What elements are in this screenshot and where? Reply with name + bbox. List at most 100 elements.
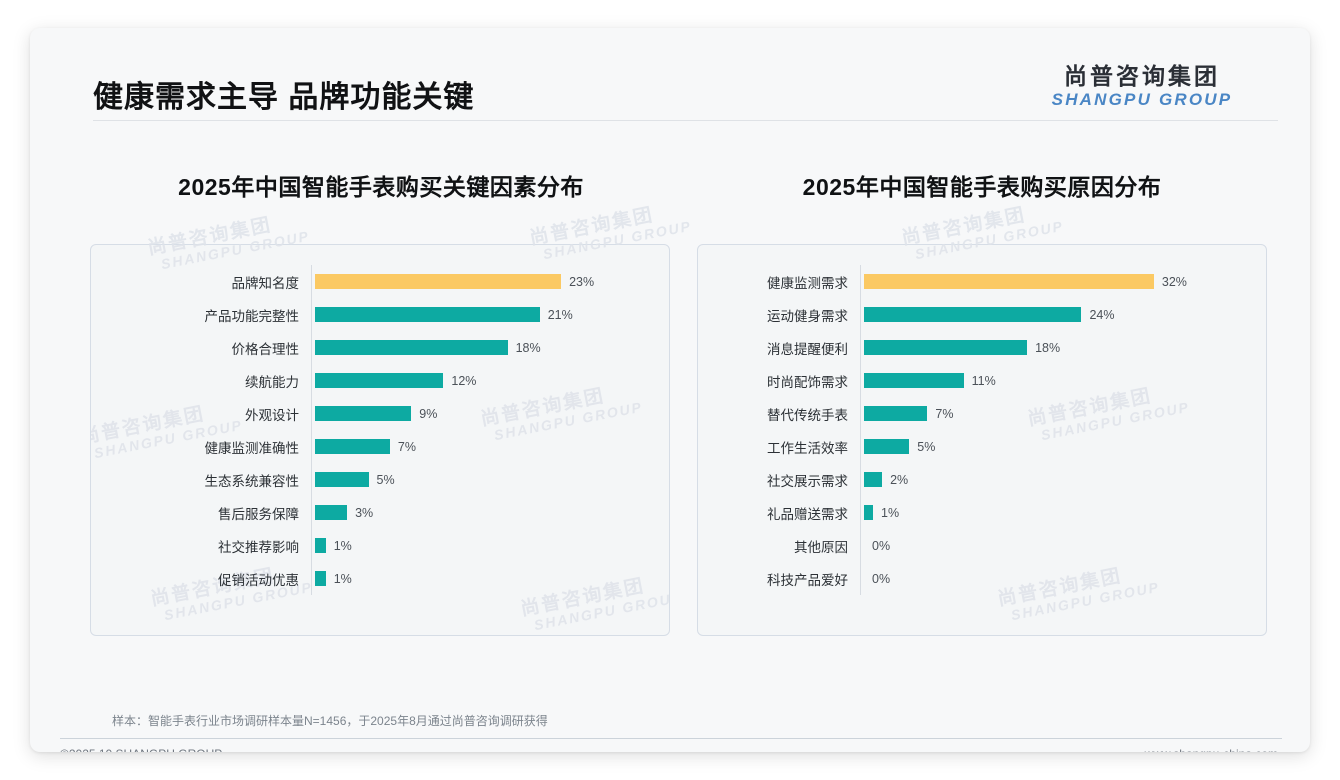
bar-row: 科技产品爱好 0% xyxy=(698,562,1266,595)
brand-name-cn: 尚普咨询集团 xyxy=(1064,63,1220,89)
bar-row: 运动健身需求 24% xyxy=(698,298,1266,331)
bar-value-label: 5% xyxy=(917,439,936,454)
bar-value-label: 0% xyxy=(872,538,891,553)
bar-track: 1% xyxy=(311,562,669,595)
bar-track: 18% xyxy=(860,331,1266,364)
bar-track: 3% xyxy=(311,496,669,529)
bar-row: 售后服务保障 3% xyxy=(91,496,669,529)
bar[interactable] xyxy=(864,340,1028,355)
bar-row: 续航能力 12% xyxy=(91,364,669,397)
bar-row: 社交展示需求 2% xyxy=(698,463,1266,496)
website-link[interactable]: www.shangpu-china.com xyxy=(1145,747,1278,752)
bar-row: 消息提醒便利 18% xyxy=(698,331,1266,364)
bar-track: 1% xyxy=(860,496,1266,529)
bar[interactable] xyxy=(315,439,390,454)
bar-track: 21% xyxy=(311,298,669,331)
bar-track: 7% xyxy=(860,397,1266,430)
bar-track: 5% xyxy=(311,463,669,496)
bar-value-label: 24% xyxy=(1089,307,1115,322)
bar-category-label: 科技产品爱好 xyxy=(767,572,848,588)
bar-row: 外观设计 9% xyxy=(91,397,669,430)
bar-row: 健康监测准确性 7% xyxy=(91,430,669,463)
slide-header: 健康需求主导 品牌功能关键 尚普咨询集团 SHANGPU GROUP xyxy=(30,28,1310,120)
bar-track: 1% xyxy=(311,529,669,562)
bar-track: 18% xyxy=(311,331,669,364)
bar-category-label: 消息提醒便利 xyxy=(767,341,848,357)
bar-category-label: 促销活动优惠 xyxy=(218,572,299,588)
bar[interactable] xyxy=(315,307,540,322)
copyright-text: ©2025.10 SHANGPU GROUP xyxy=(60,747,222,752)
bar-row: 健康监测需求 32% xyxy=(698,265,1266,298)
bar-value-label: 0% xyxy=(872,571,891,586)
bar[interactable] xyxy=(315,472,369,487)
bar-category-label: 社交推荐影响 xyxy=(218,539,299,555)
chart-panel: 尚普咨询集团 SHANGPU GROUP 尚普咨询集团 SHANGPU GROU… xyxy=(90,244,670,636)
bar-row: 替代传统手表 7% xyxy=(698,397,1266,430)
bar-category-label: 其他原因 xyxy=(794,539,848,555)
bar-value-label: 11% xyxy=(971,373,996,388)
bar[interactable] xyxy=(864,373,964,388)
brand-name-en: SHANGPU GROUP xyxy=(1051,89,1233,109)
footer-divider xyxy=(60,738,1282,739)
chart-key-factors: 2025年中国智能手表购买关键因素分布 尚普咨询集团 SHANGPU GROUP… xyxy=(90,168,670,636)
bar[interactable] xyxy=(315,340,508,355)
bar[interactable] xyxy=(315,505,348,520)
bar-category-label: 健康监测准确性 xyxy=(204,440,300,456)
bar-track: 7% xyxy=(311,430,669,463)
bar-row: 品牌知名度 23% xyxy=(91,265,669,298)
bar-value-label: 2% xyxy=(890,472,909,487)
bar-track: 0% xyxy=(860,562,1266,595)
bar-value-label: 1% xyxy=(881,505,900,520)
bar-rows: 品牌知名度 23% 产品功能完整性 21% 价格合理性 18% 续航能力 12% 外观设计 9% 健… xyxy=(91,245,669,595)
header-divider xyxy=(93,120,1278,121)
bar[interactable] xyxy=(315,571,326,586)
bar[interactable] xyxy=(315,406,412,421)
chart-title: 2025年中国智能手表购买关键因素分布 xyxy=(178,174,584,200)
bar-track: 0% xyxy=(860,529,1266,562)
bar-category-label: 售后服务保障 xyxy=(218,506,299,522)
bar-row: 社交推荐影响 1% xyxy=(91,529,669,562)
bar-track: 24% xyxy=(860,298,1266,331)
bar-category-label: 续航能力 xyxy=(245,374,299,390)
brand-logo: 尚普咨询集团 SHANGPU GROUP xyxy=(1022,63,1262,109)
bar[interactable] xyxy=(315,274,562,289)
bar[interactable] xyxy=(864,274,1154,289)
bar-category-label: 外观设计 xyxy=(245,407,299,423)
bar-value-label: 7% xyxy=(935,406,954,421)
chart-title: 2025年中国智能手表购买原因分布 xyxy=(802,174,1162,200)
bar-row: 生态系统兼容性 5% xyxy=(91,463,669,496)
bar-category-label: 礼品赠送需求 xyxy=(767,506,848,522)
bar-value-label: 23% xyxy=(569,274,595,289)
bar-category-label: 时尚配饰需求 xyxy=(767,374,848,390)
bar-value-label: 3% xyxy=(355,505,374,520)
bar-category-label: 运动健身需求 xyxy=(767,308,848,324)
bar-value-label: 5% xyxy=(376,472,395,487)
bar-track: 12% xyxy=(311,364,669,397)
bar[interactable] xyxy=(864,307,1082,322)
bar-value-label: 32% xyxy=(1161,274,1187,289)
bar[interactable] xyxy=(315,373,444,388)
bar-row: 时尚配饰需求 11% xyxy=(698,364,1266,397)
bar-track: 23% xyxy=(311,265,669,298)
chart-panel: 尚普咨询集团 SHANGPU GROUP 尚普咨询集团 SHANGPU GROU… xyxy=(697,244,1267,636)
bar-category-label: 健康监测需求 xyxy=(767,275,848,291)
bar-category-label: 品牌知名度 xyxy=(231,275,300,291)
bar-track: 5% xyxy=(860,430,1266,463)
bar[interactable] xyxy=(864,505,874,520)
bar-track: 11% xyxy=(860,364,1266,397)
bar-row: 产品功能完整性 21% xyxy=(91,298,669,331)
watermark-en: SHANGPU GROUP xyxy=(532,588,670,634)
bar-track: 2% xyxy=(860,463,1266,496)
bar[interactable] xyxy=(864,472,883,487)
source-note: 样本：智能手表行业市场调研样本量N=1456，于2025年8月通过尚普咨询调研获… xyxy=(112,714,548,728)
bar-value-label: 1% xyxy=(333,538,352,553)
bar[interactable] xyxy=(864,439,910,454)
bar-category-label: 替代传统手表 xyxy=(767,407,848,423)
bar[interactable] xyxy=(315,538,326,553)
bar-row: 工作生活效率 5% xyxy=(698,430,1266,463)
bar[interactable] xyxy=(864,406,928,421)
slide-canvas: 健康需求主导 品牌功能关键 尚普咨询集团 SHANGPU GROUP 尚普咨询集… xyxy=(30,28,1310,752)
bar-row: 价格合理性 18% xyxy=(91,331,669,364)
bar-category-label: 生态系统兼容性 xyxy=(204,473,300,489)
bar-rows: 健康监测需求 32% 运动健身需求 24% 消息提醒便利 18% 时尚配饰需求 11% 替代传统… xyxy=(698,245,1266,595)
